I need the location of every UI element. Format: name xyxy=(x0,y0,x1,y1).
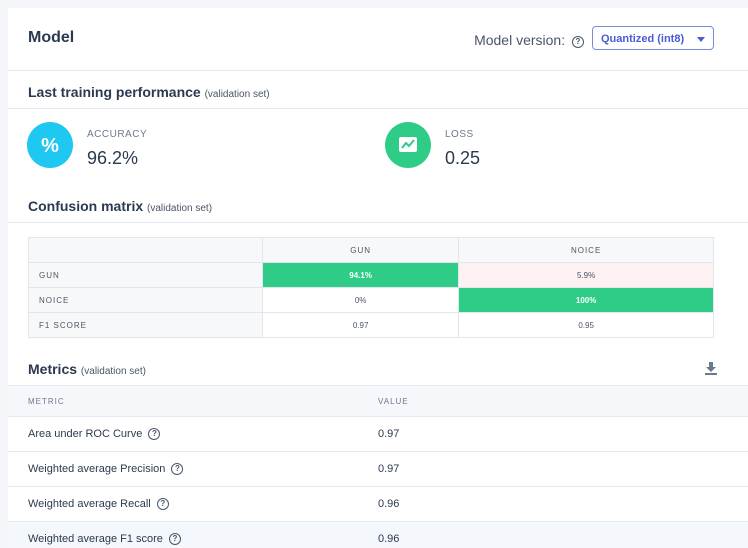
table-row: Weighted average Precision ? 0.97 xyxy=(8,452,748,487)
row-header: F1 SCORE xyxy=(28,312,263,338)
matrix-cell: 100% xyxy=(458,287,714,313)
matrix-cell: 5.9% xyxy=(458,262,714,288)
row-header: GUN xyxy=(28,262,263,288)
metrics-header-row: METRIC VALUE xyxy=(8,385,748,417)
corner-cell xyxy=(28,237,263,263)
chevron-down-icon xyxy=(697,37,705,42)
loss-value: 0.25 xyxy=(445,148,481,168)
accuracy-value: 96.2% xyxy=(87,148,139,168)
table-row: GUN 94.1% 5.9% xyxy=(28,262,714,288)
table-row: F1 SCORE 0.97 0.95 xyxy=(28,312,714,338)
f1-cell: 0.95 xyxy=(458,312,714,338)
model-card: Model Model version: ? Quantized (int8) … xyxy=(8,8,748,548)
row-header: NOICE xyxy=(28,287,263,313)
metric-name: Weighted average Precision ? xyxy=(28,463,184,475)
divider xyxy=(8,70,748,71)
loss-label: LOSS xyxy=(445,129,474,140)
column-header-metric: METRIC xyxy=(28,397,65,406)
metric-name: Weighted average F1 score ? xyxy=(28,533,181,545)
table-row: GUN NOICE xyxy=(28,237,714,263)
model-version-value: Quantized (int8) xyxy=(601,33,685,45)
percent-icon: % xyxy=(27,122,73,168)
metric-name: Weighted average Recall ? xyxy=(28,498,169,510)
metric-value: 0.96 xyxy=(378,498,400,510)
performance-title: Last training performance (validation se… xyxy=(28,84,270,100)
matrix-cell: 0% xyxy=(261,287,460,313)
help-icon[interactable]: ? xyxy=(148,428,161,440)
divider xyxy=(8,222,748,223)
f1-cell: 0.97 xyxy=(261,312,460,338)
table-row: Weighted average Recall ? 0.96 xyxy=(8,487,748,522)
divider xyxy=(8,108,748,109)
help-icon[interactable]: ? xyxy=(169,533,181,545)
metrics-table: METRIC VALUE Area under ROC Curve ? 0.97… xyxy=(8,385,748,548)
table-row: Weighted average F1 score ? 0.96 xyxy=(8,522,748,548)
confusion-title: Confusion matrix (validation set) xyxy=(28,198,213,214)
metric-value: 0.96 xyxy=(378,533,400,545)
model-header: Model Model version: ? Quantized (int8) xyxy=(8,8,748,70)
model-version-select[interactable]: Quantized (int8) xyxy=(592,26,714,50)
metrics-title: Metrics (validation set) xyxy=(28,361,146,377)
column-header: GUN xyxy=(261,237,460,263)
column-header-value: VALUE xyxy=(378,397,409,406)
download-icon[interactable] xyxy=(704,361,718,375)
svg-text:%: % xyxy=(41,135,59,157)
matrix-cell: 94.1% xyxy=(261,262,460,288)
help-icon[interactable]: ? xyxy=(171,463,184,475)
table-row: Area under ROC Curve ? 0.97 xyxy=(8,417,748,452)
metric-value: 0.97 xyxy=(378,428,400,440)
metric-value: 0.97 xyxy=(378,463,400,475)
help-icon[interactable]: ? xyxy=(156,498,169,510)
metric-name: Area under ROC Curve ? xyxy=(28,428,161,440)
table-row: NOICE 0% 100% xyxy=(28,287,714,313)
accuracy-label: ACCURACY xyxy=(87,129,148,140)
card-title: Model xyxy=(28,29,75,46)
help-icon[interactable]: ? xyxy=(572,36,584,48)
confusion-matrix: GUN NOICE GUN 94.1% 5.9% NOICE 0% 100% F… xyxy=(28,237,714,338)
model-version-label: Model version: ? xyxy=(474,32,584,48)
chart-icon xyxy=(385,122,431,168)
column-header: NOICE xyxy=(458,237,714,263)
